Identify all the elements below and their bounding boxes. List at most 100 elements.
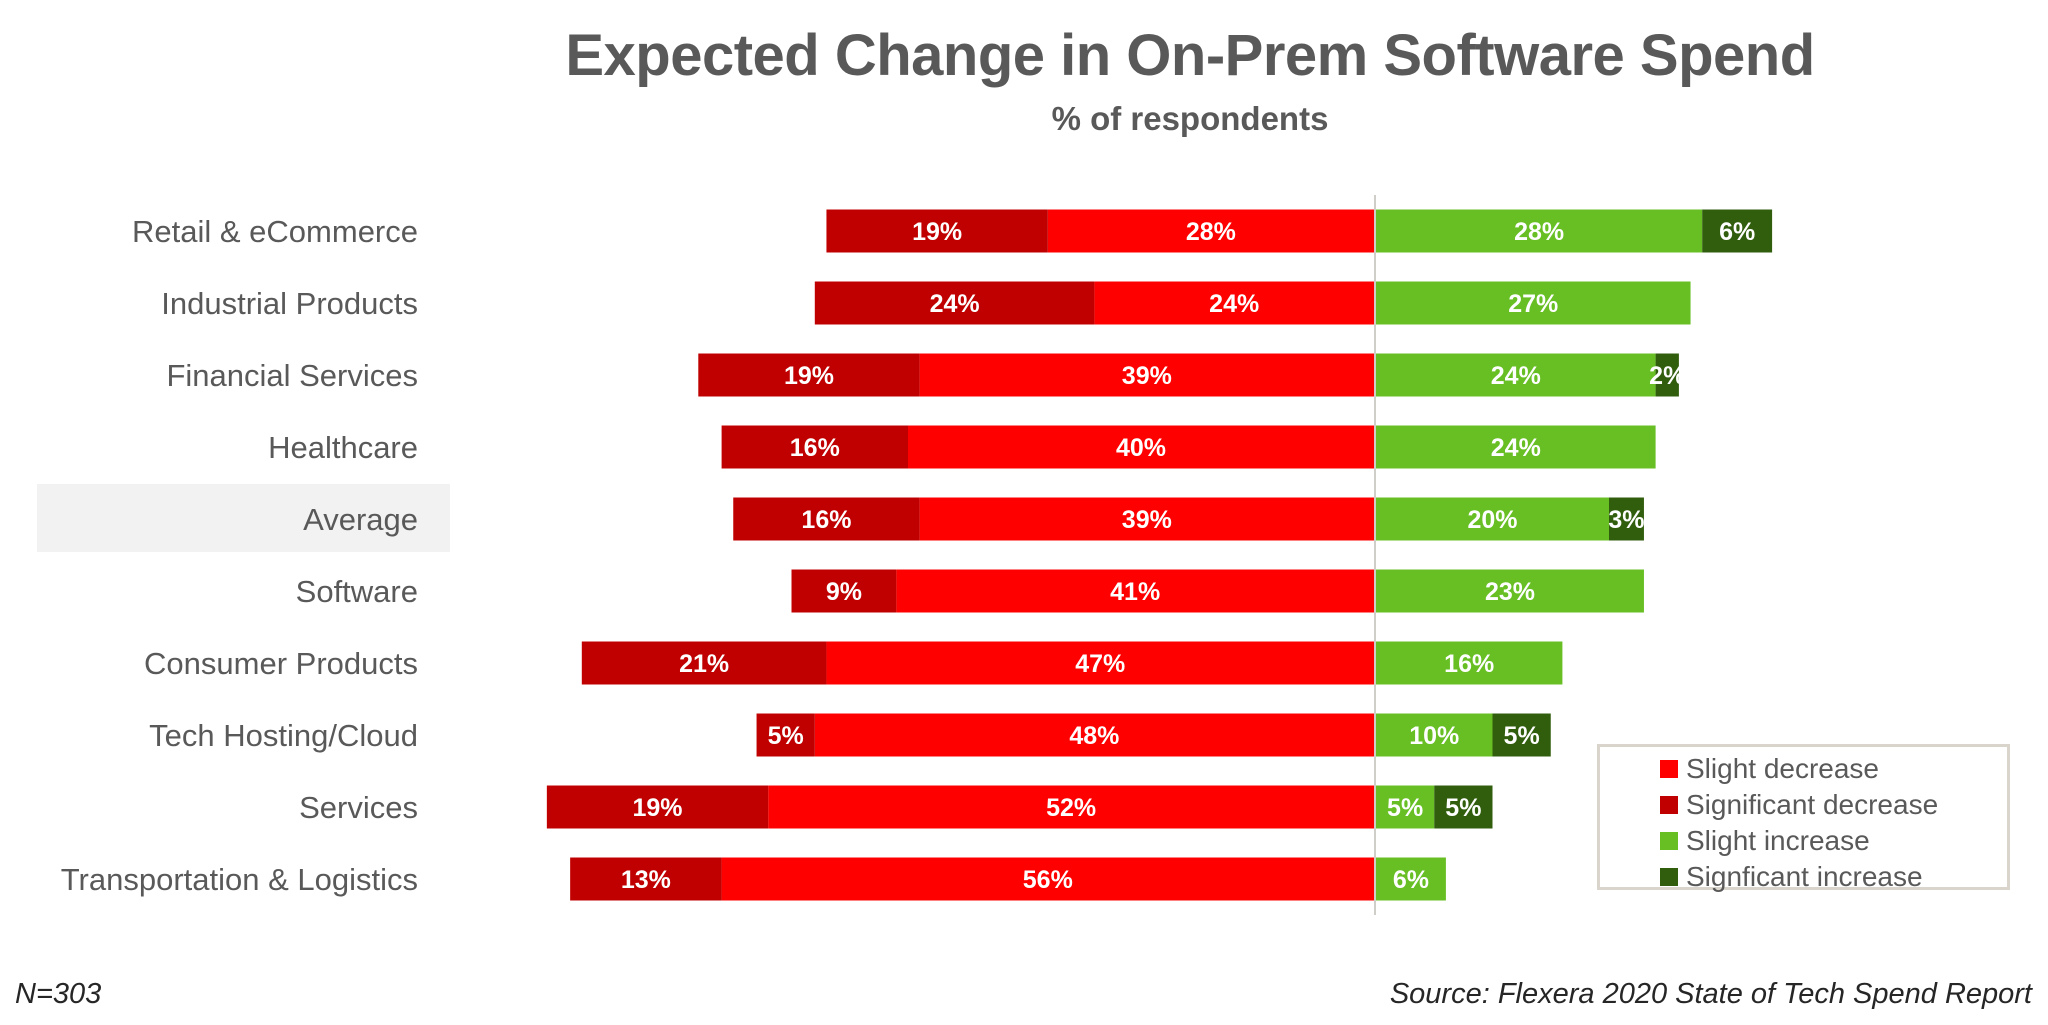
data-label: 24% bbox=[1209, 290, 1259, 318]
data-label: 28% bbox=[1186, 218, 1236, 246]
bar-row: 56% 13% 6% bbox=[570, 857, 1446, 901]
bar-segment bbox=[546, 785, 769, 829]
bar-segment bbox=[919, 497, 1374, 541]
data-label: 40% bbox=[1116, 434, 1166, 462]
data-label: 52% bbox=[1046, 794, 1096, 822]
legend-swatch bbox=[1660, 760, 1678, 778]
category-label: Financial Services bbox=[166, 358, 418, 393]
bar-segment bbox=[814, 281, 1095, 325]
bar-segment bbox=[1376, 857, 1446, 901]
bar-segment bbox=[1492, 713, 1551, 757]
bar-segment bbox=[756, 713, 815, 757]
legend-item-slight-decrease: Slight decrease bbox=[1660, 751, 1879, 787]
category-label: Consumer Products bbox=[144, 646, 418, 681]
bar-segment bbox=[698, 353, 920, 397]
bar-segment bbox=[814, 713, 1374, 757]
bar-segment bbox=[1655, 353, 1679, 397]
bar-segment bbox=[1702, 209, 1773, 253]
category-label: Tech Hosting/Cloud bbox=[149, 718, 418, 753]
bar-row: 52% 19% 5% 5% bbox=[546, 785, 1493, 829]
legend-label: Significant decrease bbox=[1686, 789, 1939, 820]
data-label: 16% bbox=[801, 506, 851, 534]
data-label: 6% bbox=[1393, 866, 1429, 894]
data-label: 56% bbox=[1023, 866, 1073, 894]
bar-segment bbox=[919, 353, 1374, 397]
bar-row: 28% 19% 28% 6% bbox=[826, 209, 1773, 253]
legend-label: Slight decrease bbox=[1686, 753, 1880, 784]
data-label: 27% bbox=[1508, 290, 1558, 318]
bar-segment bbox=[733, 497, 920, 541]
legend: Slight decrease Significant decrease Sli… bbox=[1597, 744, 2010, 892]
bar-row: 40% 16% 24% bbox=[721, 425, 1656, 469]
sample-size-note: N=303 bbox=[15, 978, 102, 1010]
data-label: 47% bbox=[1075, 650, 1125, 678]
bar-row: 41% 9% 23% bbox=[791, 569, 1644, 613]
data-label: 24% bbox=[1491, 362, 1541, 390]
data-label: 24% bbox=[930, 290, 980, 318]
diverging-bar-chart: 28% 19% 28% 6% 24% 24% 27% 39% 19% 24% 2% 40% 16% 24%… bbox=[37, 195, 1773, 915]
bar-segment bbox=[1094, 281, 1374, 325]
highlight-band bbox=[37, 484, 450, 552]
bar-row: 39% 16% 20% 3% bbox=[733, 497, 1645, 541]
category-label: Retail & eCommerce bbox=[132, 214, 418, 249]
data-label: 19% bbox=[912, 218, 962, 246]
category-label: Transportation & Logistics bbox=[61, 862, 418, 897]
data-label: 41% bbox=[1110, 578, 1160, 606]
data-label: 48% bbox=[1069, 722, 1119, 750]
bar-segment bbox=[1047, 209, 1374, 253]
bar-segment bbox=[581, 641, 827, 685]
data-label: 16% bbox=[790, 434, 840, 462]
data-label: 21% bbox=[679, 650, 729, 678]
data-label: 28% bbox=[1514, 218, 1564, 246]
data-label: 3% bbox=[1608, 506, 1644, 534]
category-label: Healthcare bbox=[268, 430, 418, 465]
legend-label: Slight increase bbox=[1686, 825, 1870, 856]
category-label: Software bbox=[296, 574, 418, 609]
bar-row: 39% 19% 24% 2% bbox=[698, 353, 1685, 397]
bar-segment bbox=[721, 425, 908, 469]
bar-segment bbox=[1376, 281, 1691, 325]
bar-segment bbox=[1609, 497, 1644, 541]
data-label: 5% bbox=[768, 722, 804, 750]
category-label: Average bbox=[303, 502, 418, 537]
source-note: Source: Flexera 2020 State of Tech Spend… bbox=[1389, 978, 2032, 1010]
data-label: 6% bbox=[1719, 218, 1755, 246]
bar-row: 48% 5% 10% 5% bbox=[756, 713, 1551, 757]
data-label: 5% bbox=[1387, 794, 1423, 822]
legend-swatch bbox=[1660, 868, 1678, 886]
legend-item-significant-decrease: Significant decrease bbox=[1660, 787, 1938, 823]
bar-segment bbox=[896, 569, 1374, 613]
bar-segment bbox=[791, 569, 897, 613]
legend-label: Signficant increase bbox=[1686, 861, 1923, 892]
category-label: Industrial Products bbox=[161, 286, 418, 321]
data-label: 19% bbox=[633, 794, 683, 822]
data-label: 10% bbox=[1409, 722, 1459, 750]
legend-swatch bbox=[1660, 832, 1678, 850]
bar-segment bbox=[1376, 785, 1435, 829]
bar-row: 24% 24% 27% bbox=[814, 281, 1691, 325]
bar-segment bbox=[826, 641, 1374, 685]
bar-segment bbox=[768, 785, 1374, 829]
bar-segment bbox=[1376, 497, 1609, 541]
bar-segment bbox=[721, 857, 1374, 901]
legend-item-slight-increase: Slight increase bbox=[1660, 823, 1870, 859]
data-label: 20% bbox=[1467, 506, 1517, 534]
data-label: 9% bbox=[826, 578, 862, 606]
chart-title: Expected Change in On-Prem Software Spen… bbox=[565, 23, 1815, 88]
bar-segment bbox=[1376, 641, 1563, 685]
data-label: 39% bbox=[1122, 362, 1172, 390]
data-label: 39% bbox=[1122, 506, 1172, 534]
data-label: 24% bbox=[1491, 434, 1541, 462]
data-label: 2% bbox=[1649, 362, 1685, 390]
bar-segment bbox=[1376, 353, 1656, 397]
legend-item-significant-increase: Signficant increase bbox=[1660, 859, 1923, 895]
bar-row: 47% 21% 16% bbox=[581, 641, 1563, 685]
bar-segment bbox=[1376, 209, 1703, 253]
chart-subtitle: % of respondents bbox=[1051, 100, 1329, 137]
data-label: 19% bbox=[784, 362, 834, 390]
bar-segment bbox=[826, 209, 1048, 253]
data-label: 5% bbox=[1504, 722, 1540, 750]
bar-segment bbox=[1376, 713, 1493, 757]
data-label: 16% bbox=[1444, 650, 1494, 678]
category-label: Services bbox=[299, 790, 418, 825]
